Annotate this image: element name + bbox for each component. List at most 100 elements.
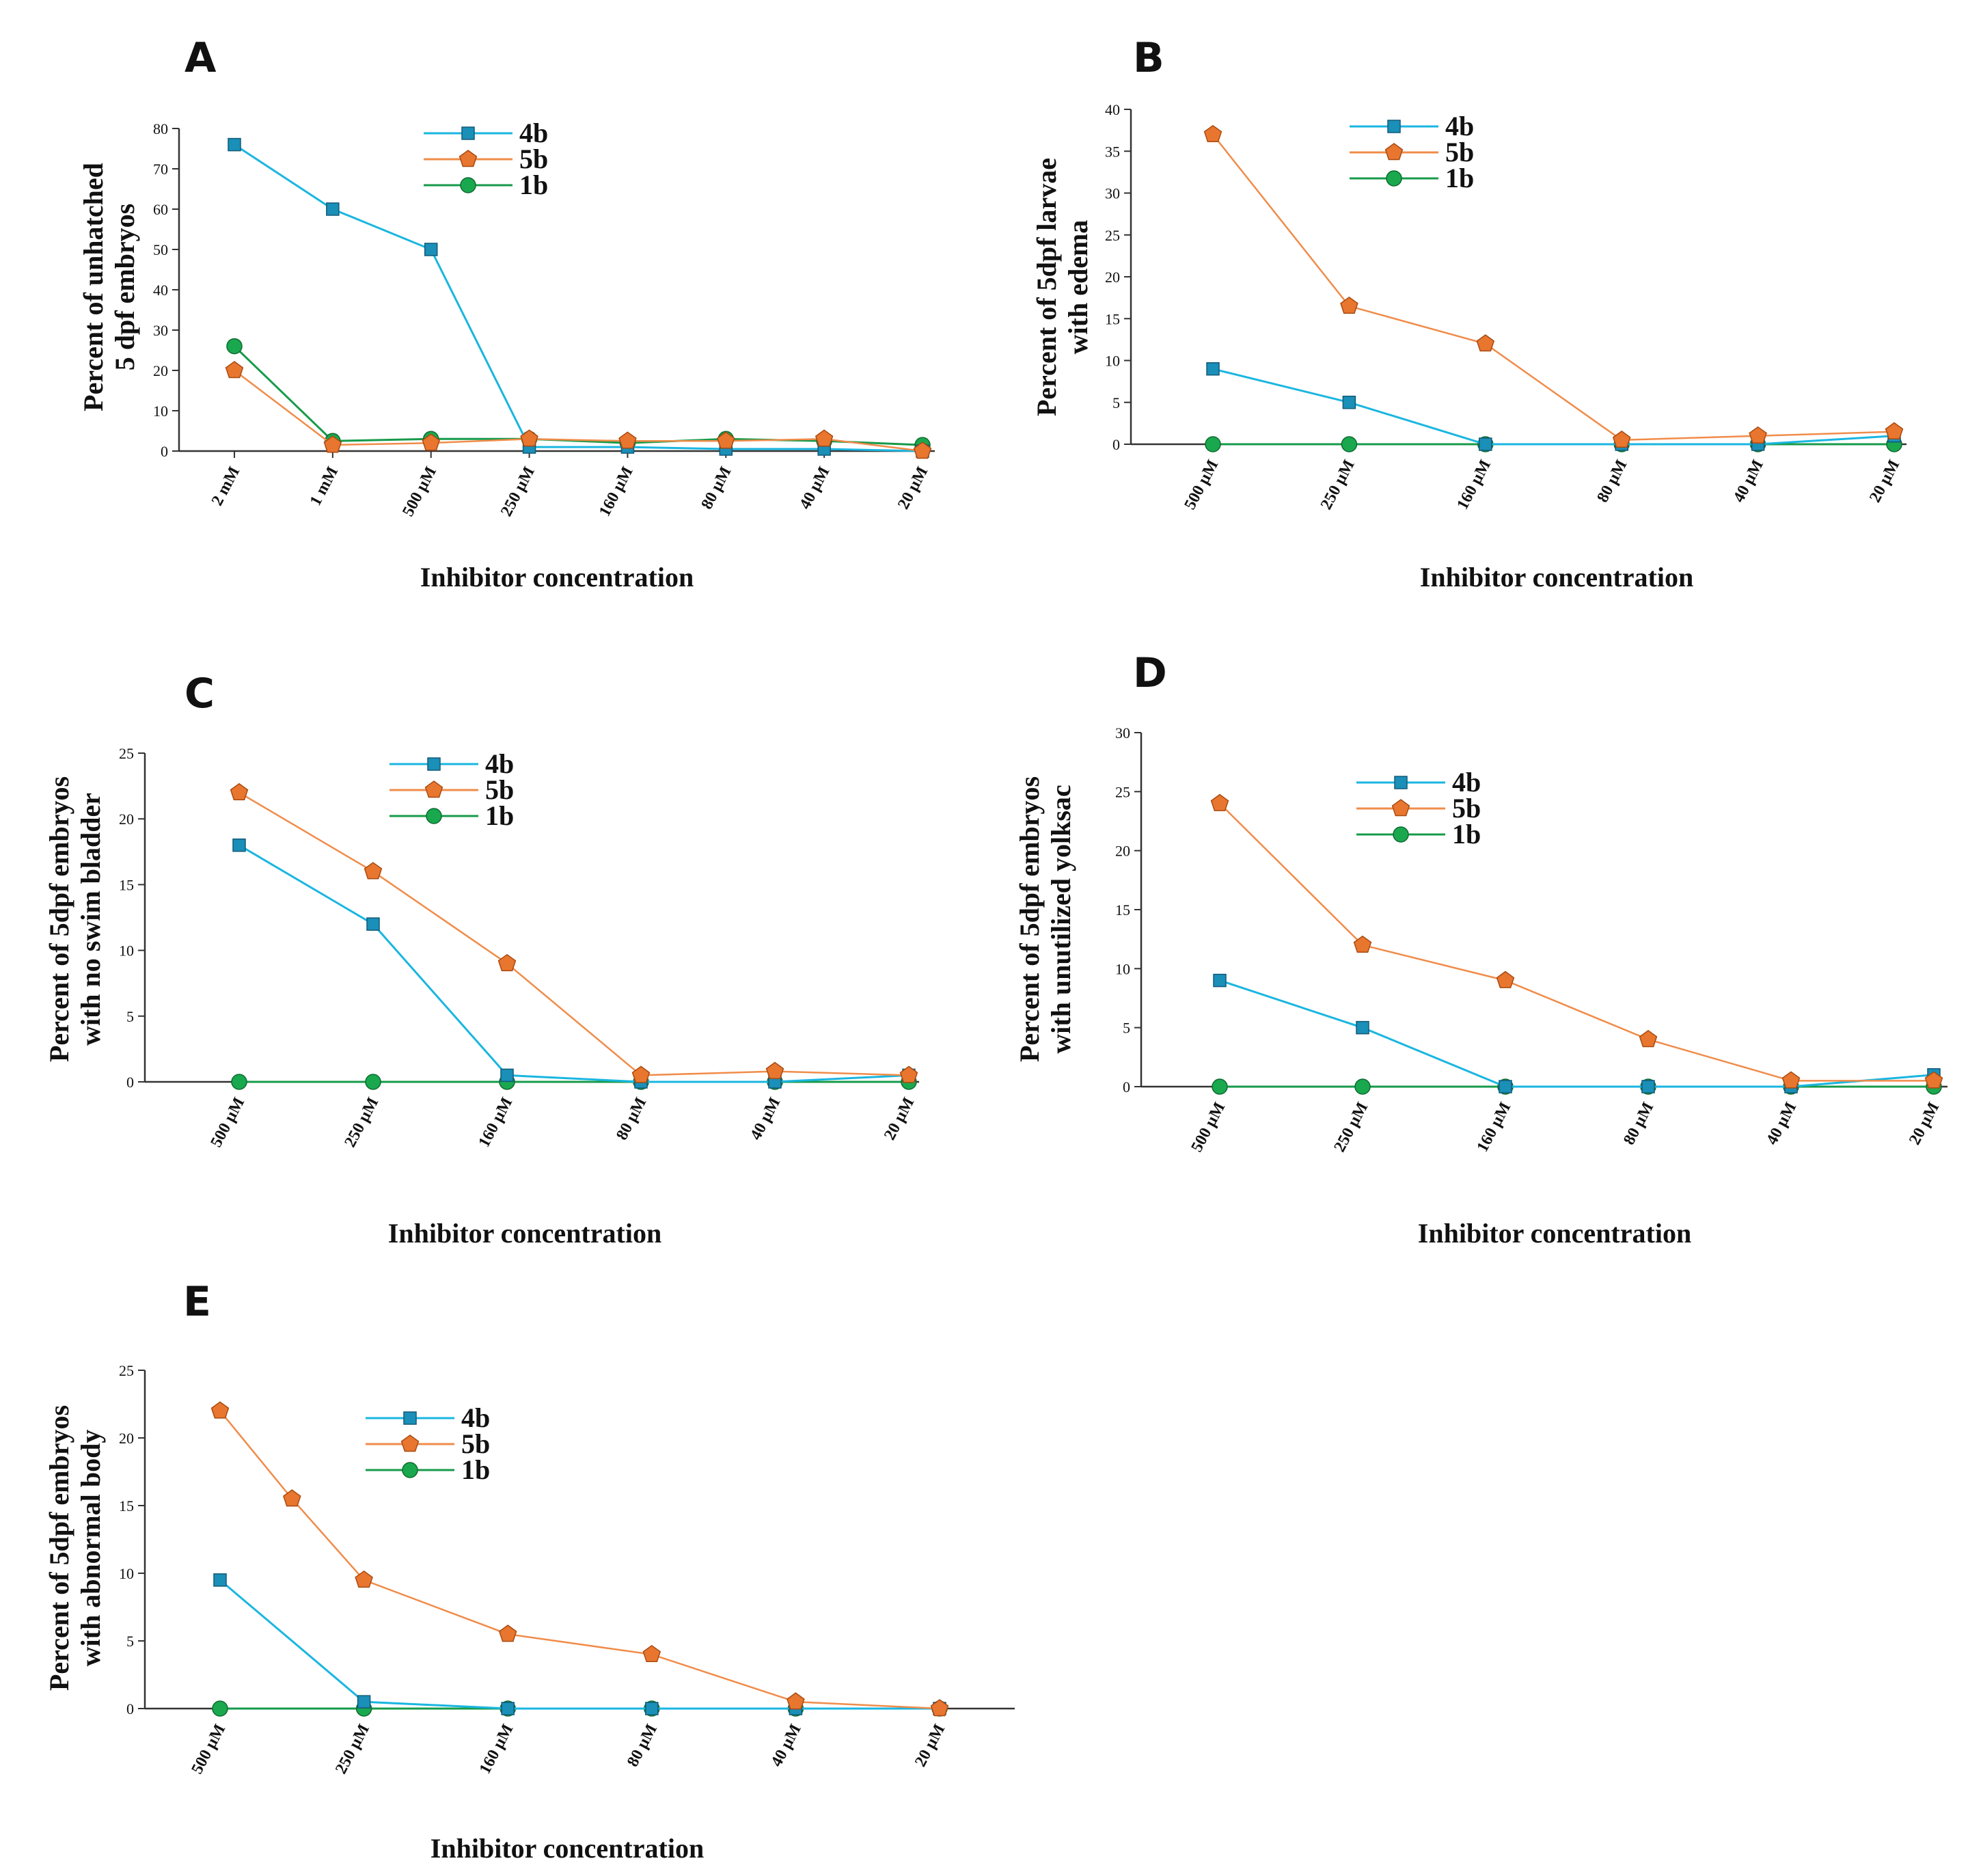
x-tick-label: 80 µM bbox=[1594, 457, 1630, 506]
series-line-4b bbox=[1219, 979, 1935, 1088]
legend-item-4b: 4b bbox=[1356, 767, 1481, 798]
series-4b bbox=[232, 838, 916, 1089]
marker-pentagon bbox=[765, 1061, 784, 1079]
marker-pentagon bbox=[355, 1570, 373, 1588]
marker-pentagon bbox=[1885, 422, 1904, 439]
y-tick-label: 20 bbox=[1105, 269, 1120, 286]
marker-circle bbox=[231, 1074, 247, 1090]
y-axis-title-line: with no swim bladder bbox=[75, 793, 106, 1046]
series-5b bbox=[1210, 793, 1943, 1089]
marker-square bbox=[1641, 1080, 1655, 1093]
x-tick-label: 500 µM bbox=[399, 464, 440, 520]
legend-label: 5b bbox=[485, 774, 514, 805]
y-tick-label: 0 bbox=[1112, 436, 1120, 453]
marker-square bbox=[1479, 437, 1492, 451]
marker-square bbox=[357, 1695, 371, 1709]
marker-square bbox=[213, 1573, 227, 1587]
x-tick-label: 80 µM bbox=[613, 1095, 650, 1143]
marker-circle bbox=[1354, 1078, 1371, 1095]
legend-item-5b: 5b bbox=[1356, 793, 1481, 824]
marker-pentagon bbox=[225, 361, 244, 379]
y-tick-label: 10 bbox=[1115, 960, 1130, 977]
series-line-5b bbox=[238, 791, 910, 1076]
y-tick-label: 15 bbox=[119, 876, 134, 893]
marker-square bbox=[1213, 973, 1227, 988]
marker-pentagon bbox=[1391, 799, 1410, 817]
series-line-4b bbox=[238, 844, 910, 1083]
marker-pentagon bbox=[1353, 935, 1372, 953]
marker-pentagon bbox=[1612, 430, 1631, 448]
marker-square bbox=[424, 243, 438, 256]
marker-square bbox=[232, 838, 246, 852]
y-tick-label: 15 bbox=[1105, 310, 1120, 327]
x-tick-label: 20 µM bbox=[1906, 1100, 1943, 1148]
marker-pentagon bbox=[323, 435, 342, 453]
marker-pentagon bbox=[913, 441, 932, 459]
y-tick-label: 5 bbox=[1123, 1020, 1130, 1037]
x-tick-label: 2 mM bbox=[208, 464, 243, 509]
x-tick-label: 250 µM bbox=[1330, 1100, 1371, 1156]
x-tick-label: 40 µM bbox=[768, 1722, 805, 1770]
series-4b bbox=[1206, 362, 1901, 451]
legend-label: 4b bbox=[461, 1402, 490, 1433]
y-tick-label: 0 bbox=[1123, 1078, 1130, 1096]
series-line-5b bbox=[234, 370, 923, 452]
series-5b bbox=[230, 783, 918, 1083]
marker-pentagon bbox=[497, 953, 517, 972]
x-tick-label: 80 µM bbox=[698, 464, 735, 513]
marker-circle bbox=[1205, 436, 1221, 452]
marker-pentagon bbox=[210, 1401, 230, 1419]
y-tick-label: 5 bbox=[126, 1008, 134, 1025]
panel-d: D 0 5 10 15 20 25 30 500 µM 250 µM 160 µM 80 µM 40 µ… bbox=[1014, 649, 1948, 1249]
legend-label: 4b bbox=[1445, 111, 1474, 141]
y-tick-label: 0 bbox=[126, 1700, 134, 1717]
series-line-5b bbox=[1219, 802, 1934, 1082]
y-axis-title-line: Percent of unhatched bbox=[78, 163, 109, 411]
marker-circle bbox=[365, 1074, 381, 1090]
legend-item-4b: 4b bbox=[1350, 111, 1474, 141]
y-axis-title-line: with abnormal body bbox=[75, 1430, 106, 1667]
x-tick-label: 250 µM bbox=[497, 464, 538, 520]
marker-square bbox=[500, 1068, 514, 1083]
legend-label: 5b bbox=[461, 1428, 490, 1459]
y-axis-title-line: 5 dpf embryos bbox=[109, 204, 140, 370]
marker-circle bbox=[1341, 436, 1358, 452]
legend-item-4b: 4b bbox=[390, 748, 514, 779]
x-axis-title: Inhibitor concentration bbox=[420, 562, 694, 593]
y-tick-label: 5 bbox=[1112, 394, 1120, 411]
panel-letter: B bbox=[1133, 34, 1164, 82]
marker-pentagon bbox=[815, 429, 834, 447]
marker-square bbox=[645, 1702, 659, 1715]
marker-pentagon bbox=[1924, 1071, 1943, 1089]
x-tick-label: 80 µM bbox=[624, 1722, 661, 1770]
y-tick-label: 70 bbox=[153, 161, 168, 178]
x-axis-title: Inhibitor concentration bbox=[1420, 562, 1693, 593]
legend-label: 1b bbox=[1445, 163, 1474, 193]
y-tick-label: 25 bbox=[1115, 783, 1130, 800]
y-tick-label: 10 bbox=[153, 403, 168, 420]
y-axis-title: Percent of 5dpf embryoswith abnormal bod… bbox=[44, 1405, 106, 1691]
panel-e: E 0 5 10 15 20 25 500 µM 250 µM 160 µM 80 µM 40 µM 2… bbox=[44, 1278, 1015, 1864]
y-axis-title-line: with unutilized yolksac bbox=[1046, 785, 1076, 1053]
marker-pentagon bbox=[1781, 1071, 1801, 1089]
legend-item-1b: 1b bbox=[1350, 163, 1474, 193]
marker-circle bbox=[226, 338, 243, 355]
y-tick-label: 50 bbox=[153, 241, 168, 258]
x-tick-label: 500 µM bbox=[188, 1722, 229, 1778]
marker-pentagon bbox=[618, 431, 637, 449]
y-tick-label: 0 bbox=[126, 1074, 134, 1091]
x-tick-label: 500 µM bbox=[207, 1095, 248, 1151]
marker-square bbox=[427, 757, 441, 771]
y-tick-label: 0 bbox=[161, 443, 168, 460]
series-line-4b bbox=[219, 1579, 940, 1710]
legend-item-5b: 5b bbox=[1350, 137, 1474, 167]
panel-b: B 0 5 10 15 20 25 30 35 40 500 µM 250 µM 160 µM 80 µM… bbox=[1031, 34, 1906, 593]
x-tick-label: 40 µM bbox=[747, 1095, 784, 1143]
y-tick-label: 30 bbox=[1105, 185, 1120, 202]
x-tick-label: 500 µM bbox=[1188, 1100, 1229, 1156]
y-axis-title-line: Percent of 5dpf larvae bbox=[1031, 158, 1062, 416]
